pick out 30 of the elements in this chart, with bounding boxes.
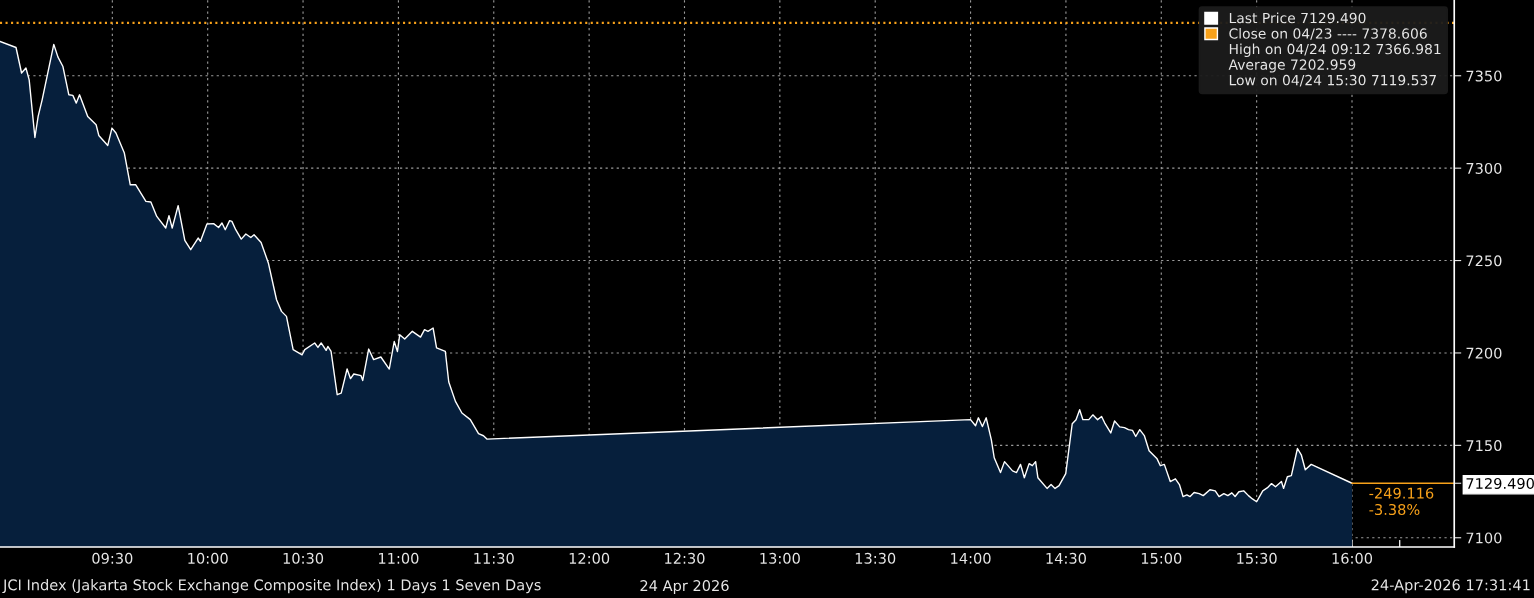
x-tick-label: 10:30 xyxy=(283,552,324,564)
x-axis-title: 24 Apr 2026 xyxy=(640,580,729,594)
annotation: Low on 04/24 15:30 7119.537 xyxy=(1229,74,1436,87)
x-tick-label: 13:00 xyxy=(760,552,800,564)
ref-line-label: Close on 04/23 ---- 7378.606 xyxy=(1229,28,1427,40)
annotation: -249.116 -3.38% xyxy=(1369,487,1434,516)
x-tick-label: 10:00 xyxy=(188,552,228,564)
x-tick-label: 15:00 xyxy=(1141,552,1182,564)
x-tick-label: 16:00 xyxy=(1332,552,1373,564)
legend-label: Last Price 7129.490 xyxy=(1229,12,1366,24)
x-tick-label: 12:00 xyxy=(569,552,610,564)
text: JCI Index (Jakarta Stock Exchange Composite Index) 1 Days 1 Seven Days xyxy=(2,579,541,594)
y-tick-label: 7250 xyxy=(1466,255,1502,267)
x-tick-label: 11:30 xyxy=(474,552,514,564)
x-tick-label: 13:30 xyxy=(855,552,896,564)
text: 24-Apr-2026 17:31:41 xyxy=(1371,579,1530,594)
x-tick-label: 14:00 xyxy=(951,552,991,564)
x-tick-label: 14:30 xyxy=(1046,552,1086,564)
x-tick-label: 09:30 xyxy=(92,552,133,564)
y-tick-label: 7100 xyxy=(1466,532,1502,544)
y-tick-label: 7350 xyxy=(1466,70,1502,82)
y-tick-label: 7129.490 xyxy=(1466,477,1534,489)
x-tick-label: 15:30 xyxy=(1237,552,1277,564)
y-tick-label: 7200 xyxy=(1466,347,1502,359)
x-tick-label: 12:30 xyxy=(665,552,705,564)
y-tick-label: 7300 xyxy=(1466,162,1502,174)
annotation: Average 7202.959 xyxy=(1228,59,1356,73)
y-tick-label: 7150 xyxy=(1466,440,1502,452)
annotation: High on 04/24 09:12 7366.981 xyxy=(1229,43,1441,57)
x-tick-label: 11:00 xyxy=(379,552,419,564)
